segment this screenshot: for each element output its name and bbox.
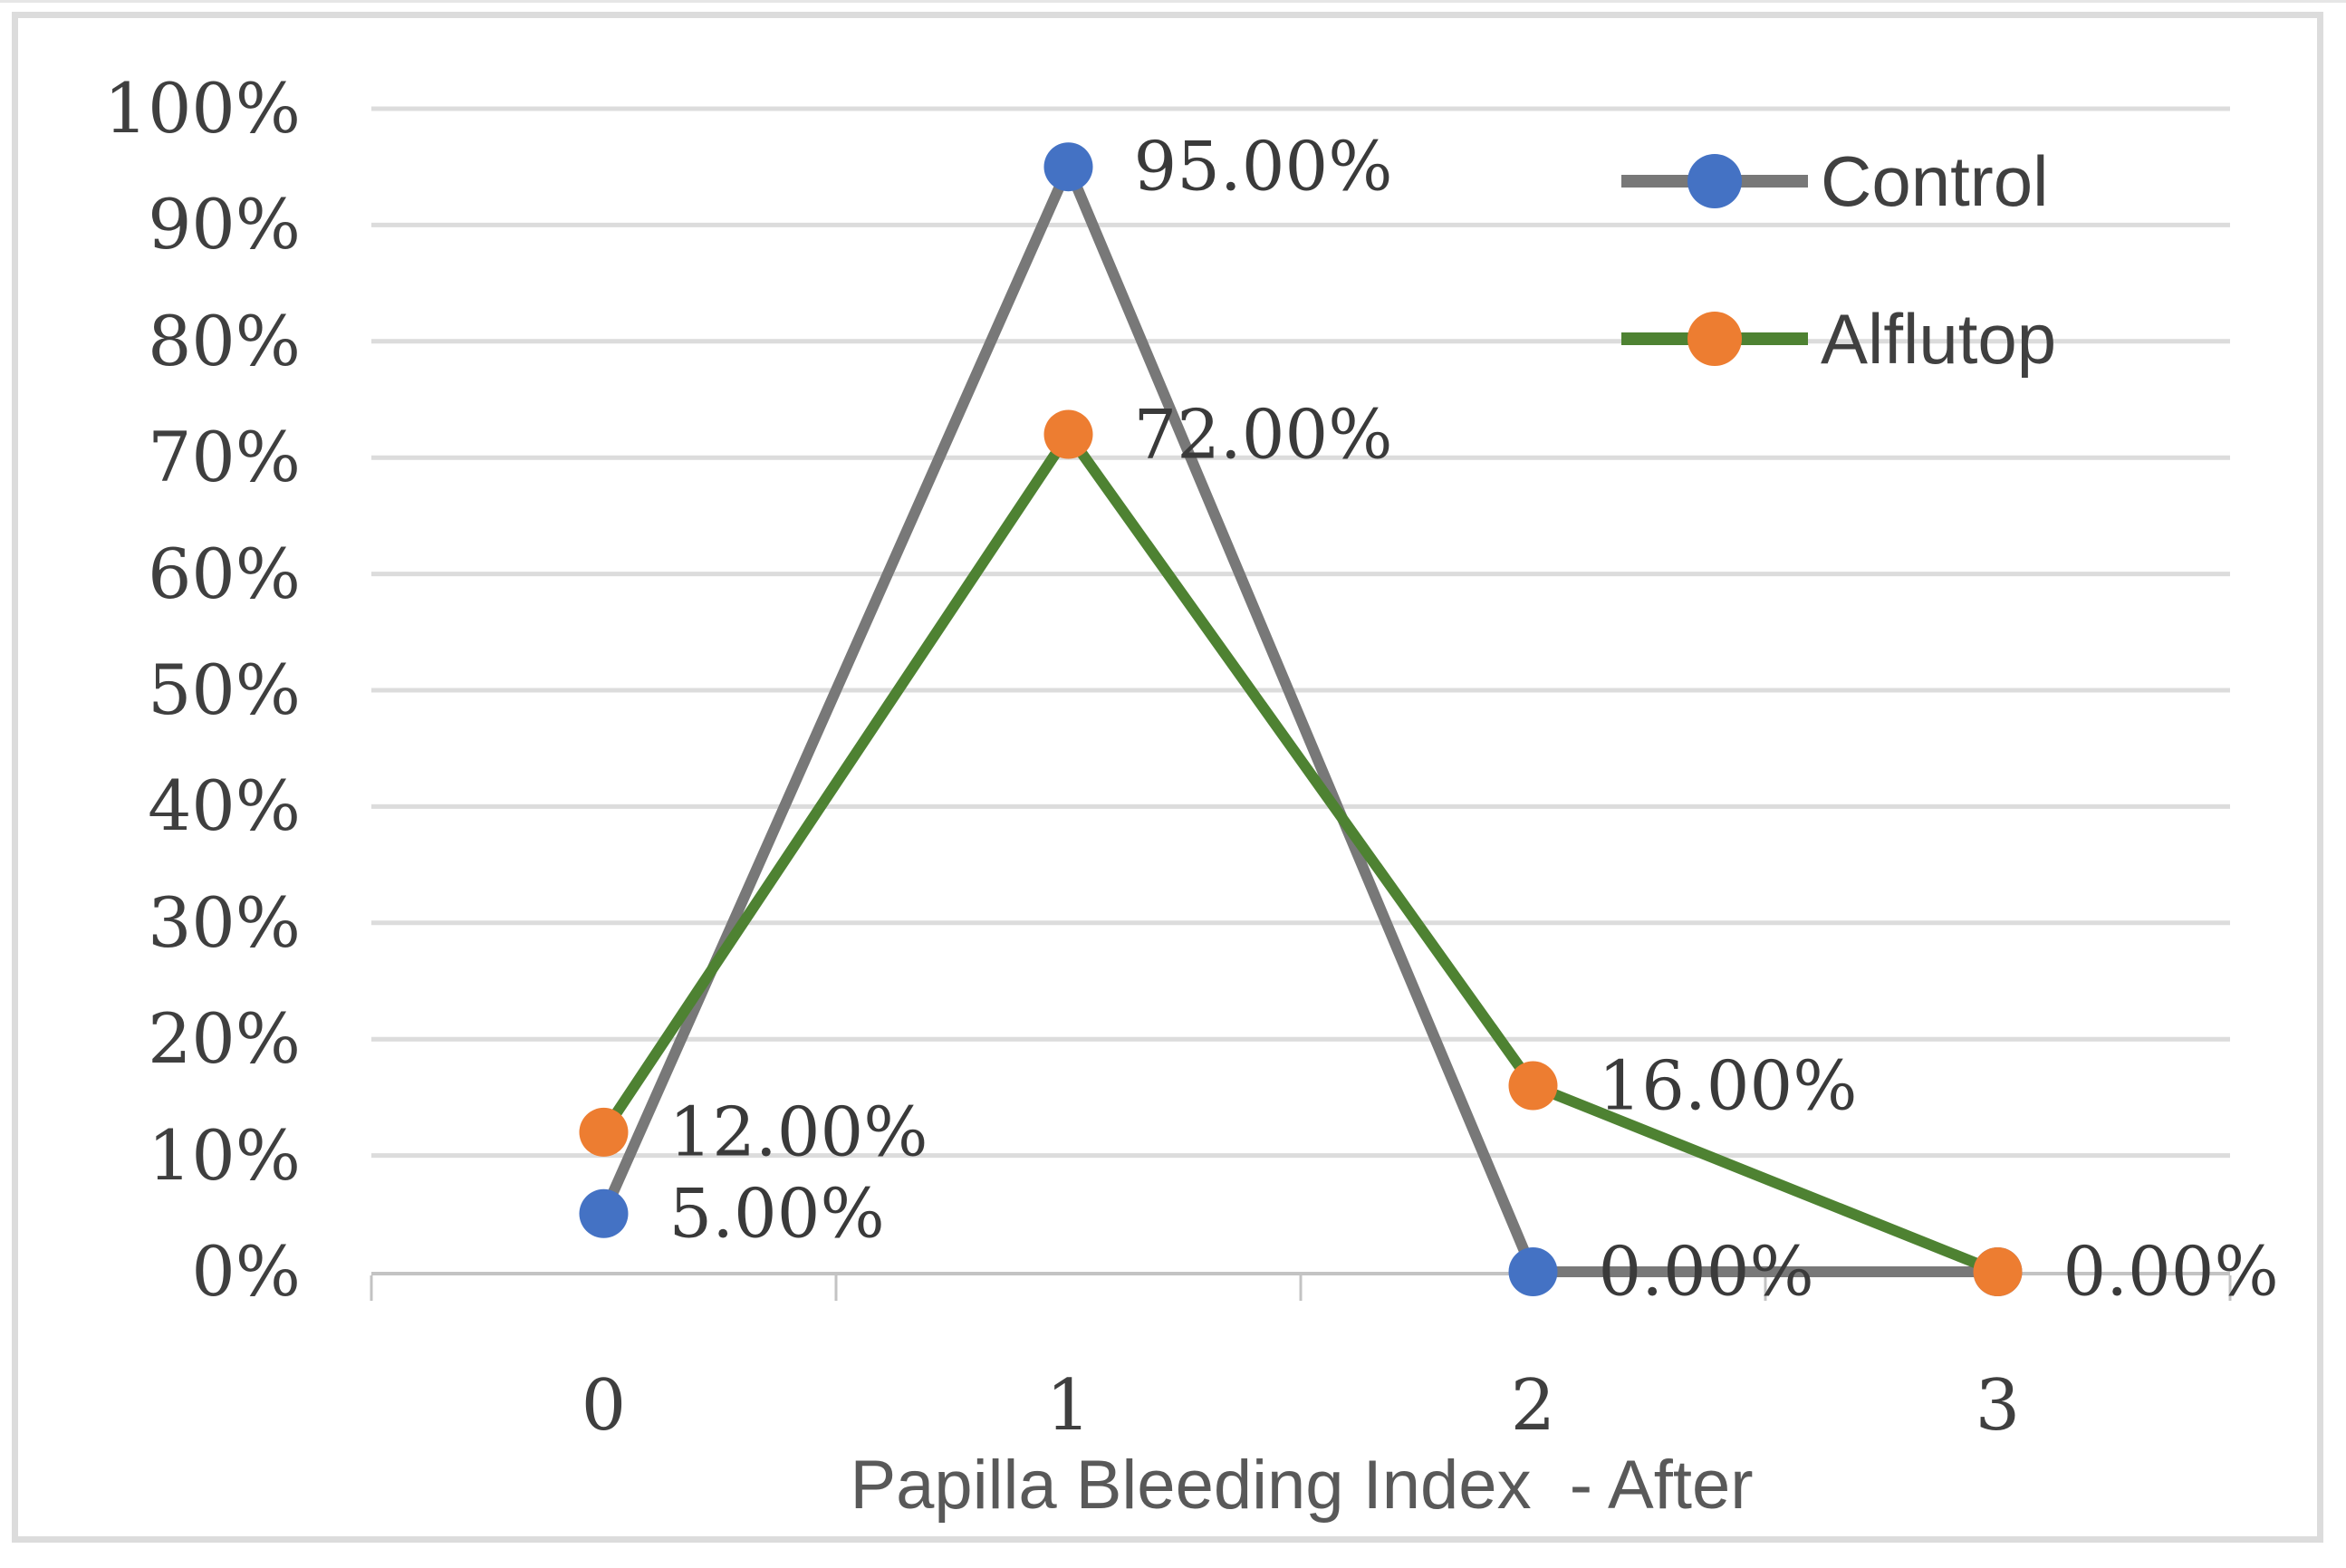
y-tick-label: 80%	[148, 300, 301, 381]
legend-swatch-control	[1621, 154, 1808, 208]
y-tick-label: 60%	[148, 533, 301, 614]
y-tick-label: 20%	[148, 998, 301, 1080]
y-tick-label: 90%	[148, 184, 301, 265]
marker-control	[1508, 1247, 1558, 1296]
series-line-alflutop	[599, 428, 2000, 1277]
y-tick-label: 30%	[148, 881, 301, 963]
y-tick-label: 50%	[148, 649, 301, 730]
legend-swatch-alflutop	[1621, 312, 1808, 366]
marker-alflutop	[579, 1107, 629, 1157]
x-tick-label: 3	[1975, 1365, 2021, 1447]
x-tick-label: 0	[581, 1365, 627, 1447]
chart-border-frame	[12, 12, 2323, 1543]
marker-control	[1043, 142, 1093, 192]
data-label-control-2: 0.00%	[1598, 1231, 1814, 1312]
marker-alflutop	[1043, 409, 1093, 459]
data-label-control-1: 95.00%	[1133, 126, 1393, 207]
marker-alflutop	[1973, 1247, 2023, 1296]
marker-alflutop	[1508, 1061, 1558, 1111]
y-tick-label: 40%	[148, 765, 301, 847]
data-label-alflutop-2: 16.00%	[1598, 1045, 1858, 1126]
data-label-alflutop-0: 12.00%	[668, 1092, 928, 1172]
x-tick-label: 1	[1045, 1365, 1091, 1447]
data-label-alflutop-1: 72.00%	[1133, 394, 1393, 475]
y-tick-label: 0%	[191, 1231, 301, 1312]
x-axis-title: Papilla Bleeding Index - After	[850, 1447, 1754, 1524]
data-label-control-0: 5.00%	[668, 1173, 885, 1254]
data-label-alflutop-3: 0.00%	[2062, 1231, 2279, 1312]
page-top-edge-line	[0, 0, 2346, 3]
y-tick-label: 70%	[148, 417, 301, 498]
y-tick-label: 10%	[148, 1114, 301, 1196]
legend-item-control: Control	[1618, 141, 2049, 221]
legend-marker-icon	[1687, 312, 1742, 366]
legend-marker-icon	[1687, 154, 1742, 208]
series-line-control	[599, 161, 1998, 1277]
marker-control	[579, 1188, 629, 1238]
y-tick-label: 100%	[103, 68, 301, 149]
legend-label-alflutop: Alflutop	[1821, 299, 2057, 379]
legend-item-alflutop: Alflutop	[1618, 299, 2057, 379]
x-tick-label: 2	[1510, 1365, 1556, 1447]
legend-label-control: Control	[1821, 141, 2049, 221]
